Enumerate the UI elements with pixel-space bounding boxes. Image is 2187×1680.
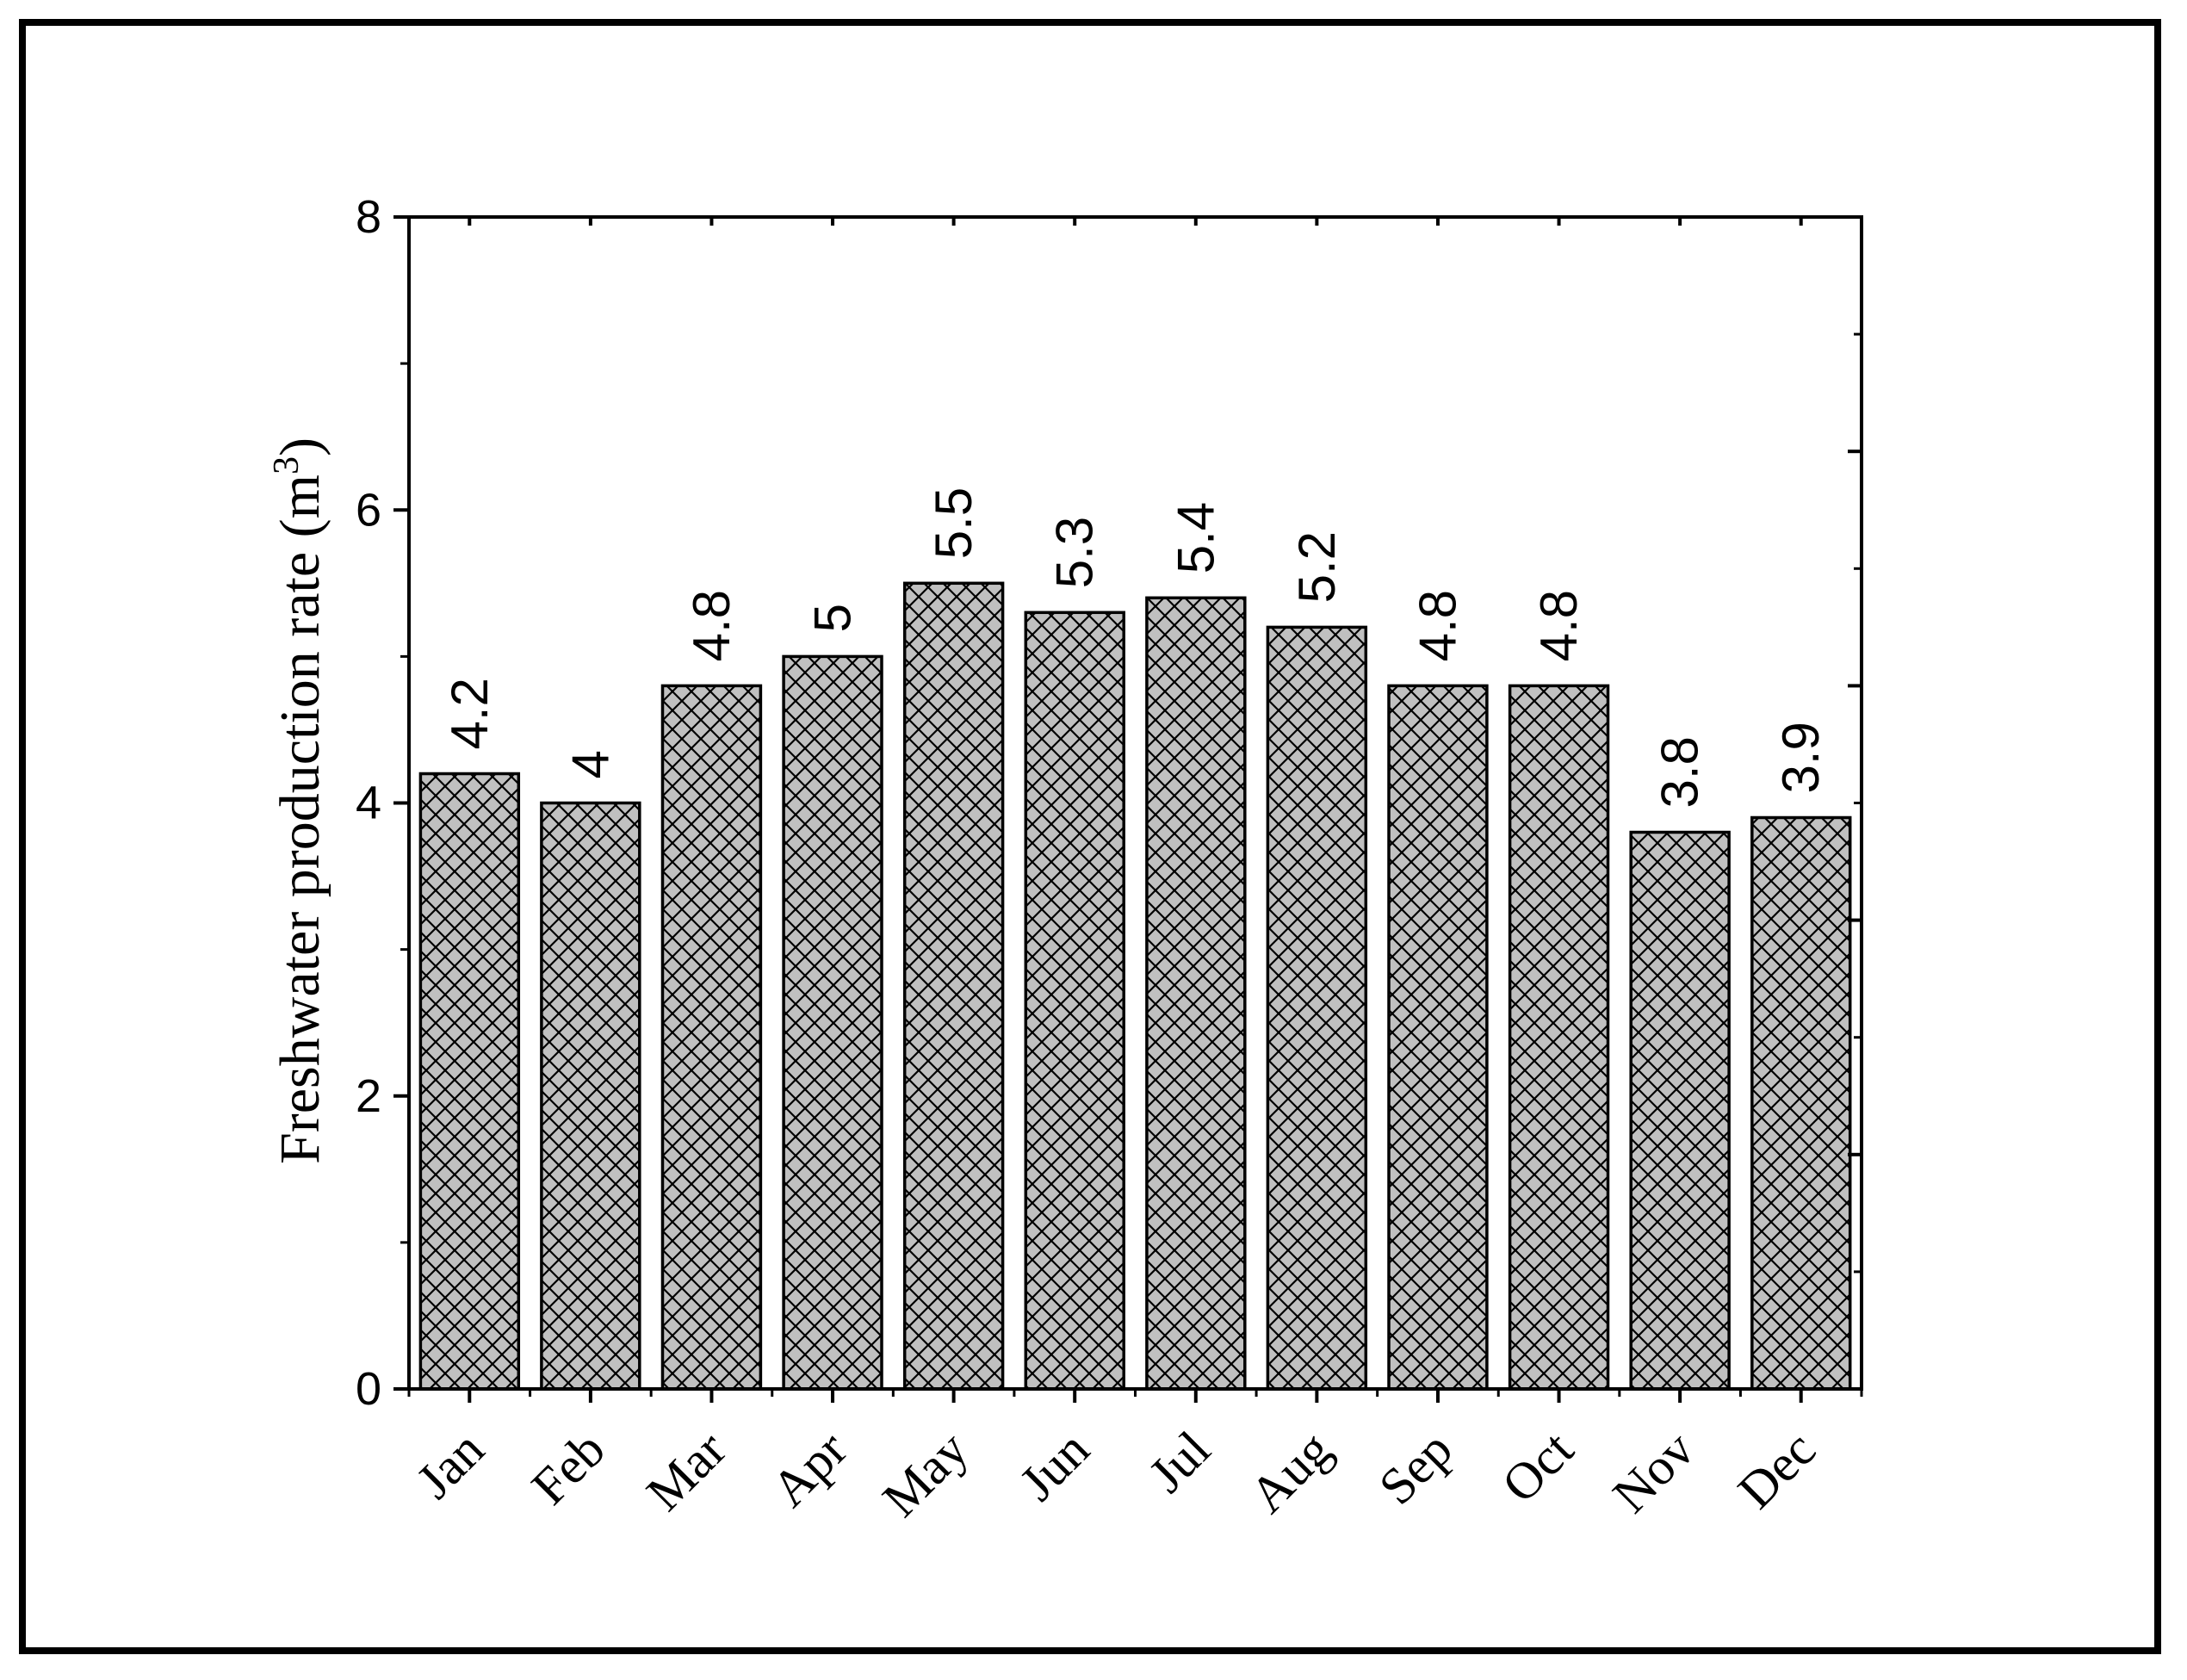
x-tick-label-sep: Sep: [1368, 1421, 1463, 1516]
value-label-nov: 3.8: [1651, 736, 1709, 808]
value-label-mar: 4.8: [683, 590, 740, 661]
value-label-sep: 4.8: [1409, 590, 1467, 661]
value-label-dec: 3.9: [1772, 722, 1830, 793]
x-axis-top-ticks: [468, 217, 1803, 226]
y-axis-label: Freshwater production rate (m3): [267, 437, 331, 1164]
bars-group: [418, 581, 1852, 1391]
bar-jul: [1145, 596, 1247, 1391]
bar-apr: [782, 654, 883, 1391]
x-tick-label-nov: Nov: [1602, 1421, 1706, 1524]
y-tick-label-6: 6: [356, 484, 381, 536]
x-tick-label-jul: Jul: [1138, 1421, 1221, 1503]
y-axis-label-superscript: 3: [267, 456, 307, 474]
y-axis-left-ticks: [393, 215, 409, 1391]
y-tick-label-2: 2: [356, 1070, 381, 1122]
value-label-may: 5.5: [925, 487, 982, 559]
x-tick-label-apr: Apr: [761, 1421, 858, 1518]
bar-mar: [660, 684, 763, 1391]
figure-frame: [19, 19, 2161, 1654]
x-tick-label-jan: Jan: [406, 1421, 494, 1510]
value-label-aug: 5.2: [1288, 531, 1346, 603]
y-tick-label-0: 0: [356, 1363, 381, 1415]
value-label-apr: 5: [804, 604, 862, 632]
value-label-jul: 5.4: [1167, 502, 1224, 573]
bar-dec: [1750, 815, 1852, 1391]
value-label-jan: 4.2: [441, 678, 499, 749]
x-tick-label-aug: Aug: [1239, 1421, 1342, 1524]
y-tick-labels: 0 2 4 6 8: [356, 191, 381, 1415]
bar-aug: [1266, 625, 1368, 1391]
x-tick-label-jun: Jun: [1009, 1421, 1100, 1512]
y-axis-label-suffix: ): [269, 437, 331, 456]
x-axis-bottom-ticks: [407, 1389, 1863, 1403]
bar-jan: [418, 772, 521, 1391]
y-tick-label-8: 8: [356, 191, 381, 243]
value-label-feb: 4: [561, 750, 619, 778]
y-tick-label-4: 4: [356, 778, 381, 829]
x-tick-label-dec: Dec: [1727, 1421, 1826, 1520]
bar-oct: [1508, 684, 1610, 1391]
y-axis-right-ticks: [1848, 215, 1862, 1391]
bar-jun: [1024, 611, 1125, 1391]
y-axis-label-main: Freshwater production rate (m: [269, 474, 331, 1164]
value-labels-group: 4.2 4 4.8 5 5.5 5.3 5.4 5.2 4.8 4.8 3.8 3.9: [441, 487, 1830, 809]
x-tick-label-feb: Feb: [521, 1421, 616, 1516]
bar-may: [902, 581, 1005, 1391]
bar-sep: [1387, 684, 1489, 1391]
value-label-oct: 4.8: [1530, 590, 1588, 661]
x-tick-label-may: May: [871, 1421, 978, 1528]
value-label-jun: 5.3: [1046, 517, 1104, 588]
x-tick-labels: Jan Feb Mar Apr May Jun Jul Aug Sep Oct Nov Dec: [406, 1420, 1826, 1528]
x-tick-label-mar: Mar: [635, 1421, 736, 1522]
bar-feb: [540, 801, 641, 1391]
bar-nov: [1629, 830, 1731, 1391]
x-tick-label-oct: Oct: [1491, 1420, 1584, 1513]
